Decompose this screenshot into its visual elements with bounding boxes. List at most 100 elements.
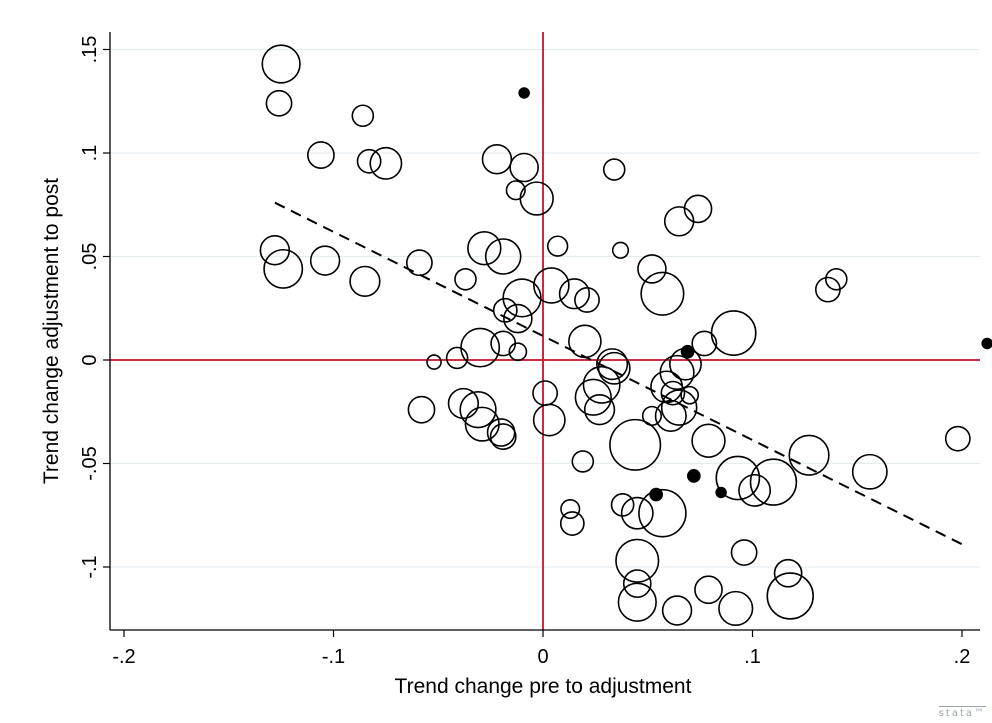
data-point — [261, 44, 301, 84]
data-point — [489, 423, 517, 451]
data-point — [749, 458, 798, 506]
data-point — [660, 389, 698, 426]
data-point — [546, 235, 569, 257]
x-tick-label: .1 — [744, 646, 761, 668]
data-point — [851, 453, 888, 490]
data-point — [558, 278, 591, 310]
x-axis-label: Trend change pre to adjustment — [395, 675, 692, 698]
data-point — [445, 346, 469, 370]
data-point — [505, 180, 526, 201]
data-point — [307, 141, 335, 169]
data-point — [637, 254, 667, 284]
data-point — [602, 158, 626, 181]
data-point — [571, 450, 595, 473]
data-point — [641, 405, 663, 426]
fitted-line — [274, 201, 963, 546]
data-point — [509, 152, 539, 183]
y-tick-label: .15 — [79, 36, 101, 64]
reference-lines — [110, 32, 980, 630]
data-point — [560, 498, 581, 520]
axes — [109, 32, 980, 631]
data-point — [638, 488, 687, 538]
data-point — [615, 538, 660, 583]
ticks: -.1 -.05 0 .05 .1 .15 -.2 -.1 0 .1 .2 — [79, 36, 970, 668]
data-point — [454, 267, 477, 291]
data-point — [609, 418, 662, 471]
data-point — [617, 582, 657, 622]
data-point — [356, 148, 382, 174]
data-point — [574, 287, 600, 313]
data-point — [730, 539, 758, 566]
data-point — [349, 265, 381, 297]
data-point — [481, 143, 513, 175]
data-point — [686, 469, 701, 483]
fitted-line-group — [274, 201, 963, 546]
data-point — [766, 572, 814, 620]
data-point — [715, 486, 727, 499]
y-axis-label: Trend change adjustment to post — [40, 178, 63, 484]
data-point — [824, 267, 848, 291]
data-point — [484, 238, 522, 275]
y-tick-label: .05 — [79, 243, 101, 271]
data-point — [597, 351, 631, 385]
data-point — [622, 569, 652, 598]
data-point — [492, 297, 518, 323]
data-point — [309, 245, 341, 276]
data-point — [369, 146, 403, 180]
data-point — [582, 365, 621, 404]
data-point — [981, 337, 992, 350]
data-point — [683, 194, 713, 224]
data-point — [508, 342, 528, 362]
data-point — [660, 380, 686, 406]
x-tick-label: -.1 — [322, 646, 345, 668]
data-point — [640, 271, 685, 316]
data-point — [659, 354, 695, 391]
data-point — [503, 303, 533, 334]
y-tick-label: -.1 — [79, 555, 101, 578]
data-point — [680, 385, 700, 405]
data-point — [715, 455, 761, 501]
data-point — [583, 394, 616, 426]
stata-watermark: stata™ — [938, 706, 986, 719]
y-tick-label: .1 — [79, 145, 101, 162]
data-point — [263, 248, 304, 289]
data-point — [459, 391, 497, 429]
data-point — [611, 241, 630, 259]
data-point — [654, 399, 687, 432]
data-point — [738, 473, 772, 507]
data-point — [788, 434, 830, 476]
x-tick-label: .2 — [954, 646, 971, 668]
data-point — [694, 575, 723, 605]
data-point — [574, 378, 612, 416]
data-point — [691, 330, 718, 357]
data-point — [532, 403, 566, 437]
data-point — [944, 425, 971, 452]
data-point — [407, 395, 436, 424]
data-point — [351, 104, 375, 128]
data-point — [691, 423, 726, 458]
data-point — [773, 558, 803, 588]
x-tick-label: 0 — [537, 646, 548, 668]
data-point — [559, 511, 585, 536]
data-point — [518, 87, 530, 99]
data-point — [502, 278, 542, 318]
data-point — [265, 89, 293, 117]
data-point — [447, 387, 480, 420]
gridlines — [110, 48, 980, 568]
data-point — [533, 267, 570, 304]
data-points — [259, 44, 992, 626]
x-tick-label: -.2 — [112, 646, 135, 668]
y-tick-label: -.05 — [79, 446, 101, 480]
data-point — [405, 249, 433, 277]
y-tick-label: 0 — [79, 354, 101, 365]
data-point — [718, 590, 754, 626]
data-point — [519, 181, 554, 216]
data-point — [620, 496, 654, 530]
data-point — [680, 344, 695, 359]
data-point — [426, 354, 442, 370]
data-point — [596, 348, 629, 381]
data-point — [467, 231, 502, 266]
data-point — [661, 595, 693, 626]
